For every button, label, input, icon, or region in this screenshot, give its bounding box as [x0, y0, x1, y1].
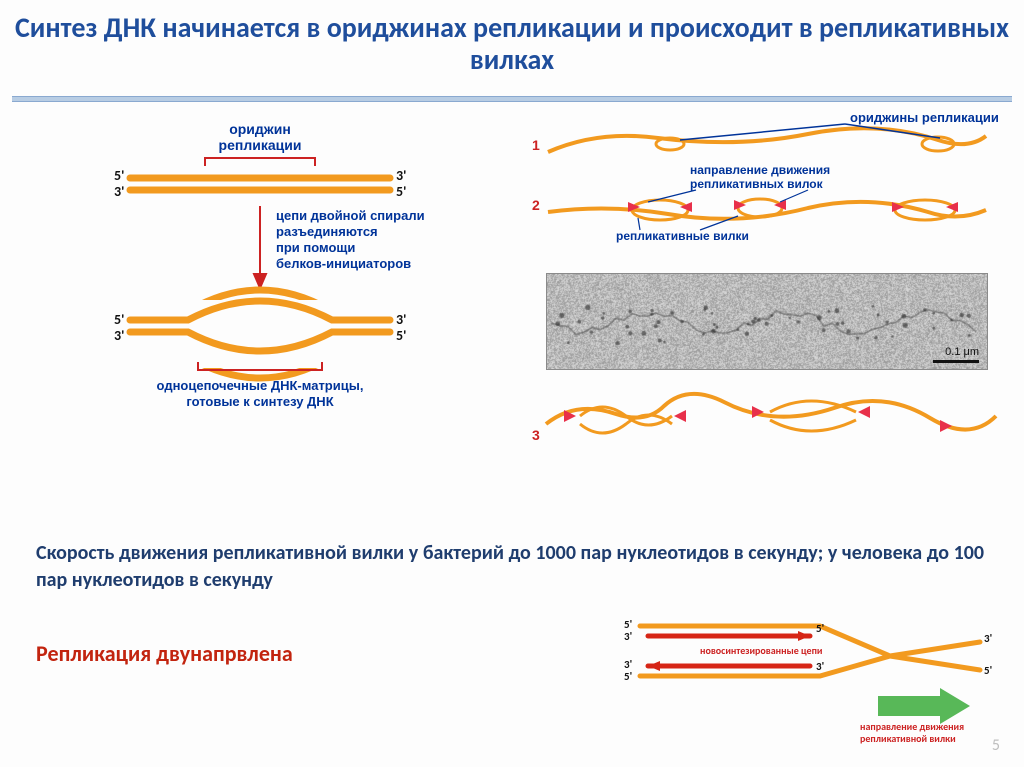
origin-label-2: репликации — [219, 137, 302, 153]
svg-text:3': 3' — [816, 660, 824, 673]
svg-text:3': 3' — [984, 632, 992, 645]
svg-text:1: 1 — [532, 137, 540, 153]
body-text: Скорость движения репликативной вилки у … — [36, 540, 984, 594]
svg-text:5': 5' — [816, 622, 824, 635]
scale-bar — [933, 360, 979, 363]
svg-text:3': 3' — [114, 183, 124, 200]
replication-fork-diagram: 5' 3' 3' 5' 5' 3' 3' 5' новосинтезирован… — [610, 610, 1010, 750]
svg-text:репликативные вилки: репликативные вилки — [616, 229, 749, 243]
svg-text:5': 5' — [114, 311, 124, 328]
origin-label-1: ориджин — [229, 121, 291, 137]
bidirectional-text: Репликация двунапрвлена — [36, 640, 293, 667]
slide-title: Синтез ДНК начинается в ориджинах реплик… — [0, 12, 1024, 76]
svg-text:3': 3' — [114, 327, 124, 344]
svg-text:5': 5' — [114, 167, 124, 184]
svg-text:одноцепочечные ДНК-матрицы,: одноцепочечные ДНК-матрицы, — [157, 378, 364, 393]
svg-text:3: 3 — [532, 427, 540, 443]
svg-text:белков-инициаторов: белков-инициаторов — [276, 256, 411, 271]
svg-text:5': 5' — [984, 664, 992, 677]
svg-text:5': 5' — [396, 327, 406, 344]
svg-text:разъединяются: разъединяются — [276, 224, 378, 239]
page-number: 5 — [992, 736, 1000, 755]
svg-text:5': 5' — [396, 183, 406, 200]
svg-text:репликативных вилок: репликативных вилок — [690, 177, 824, 191]
svg-text:ориджины репликации: ориджины репликации — [850, 110, 999, 125]
new-strands-label: новосинтезированные цепи — [700, 644, 823, 657]
scale-label: 0.1 μm — [945, 346, 979, 358]
svg-text:цепи двойной спирали: цепи двойной спирали — [276, 208, 425, 223]
left-origin-diagram: ориджин репликации 5' 3' 3' 5' цепи двой… — [30, 110, 490, 430]
svg-text:5': 5' — [624, 670, 632, 683]
svg-text:3': 3' — [396, 167, 406, 184]
svg-text:репликативной вилки: репликативной вилки — [860, 732, 956, 745]
svg-text:3': 3' — [624, 630, 632, 643]
electron-micrograph: 0.1 μm — [546, 273, 988, 370]
svg-text:2: 2 — [532, 197, 540, 213]
title-divider — [12, 96, 1012, 102]
svg-text:готовые к синтезу ДНК: готовые к синтезу ДНК — [186, 394, 333, 409]
svg-text:при помощи: при помощи — [276, 240, 355, 255]
svg-text:3': 3' — [396, 311, 406, 328]
svg-text:направление движения: направление движения — [690, 163, 830, 177]
